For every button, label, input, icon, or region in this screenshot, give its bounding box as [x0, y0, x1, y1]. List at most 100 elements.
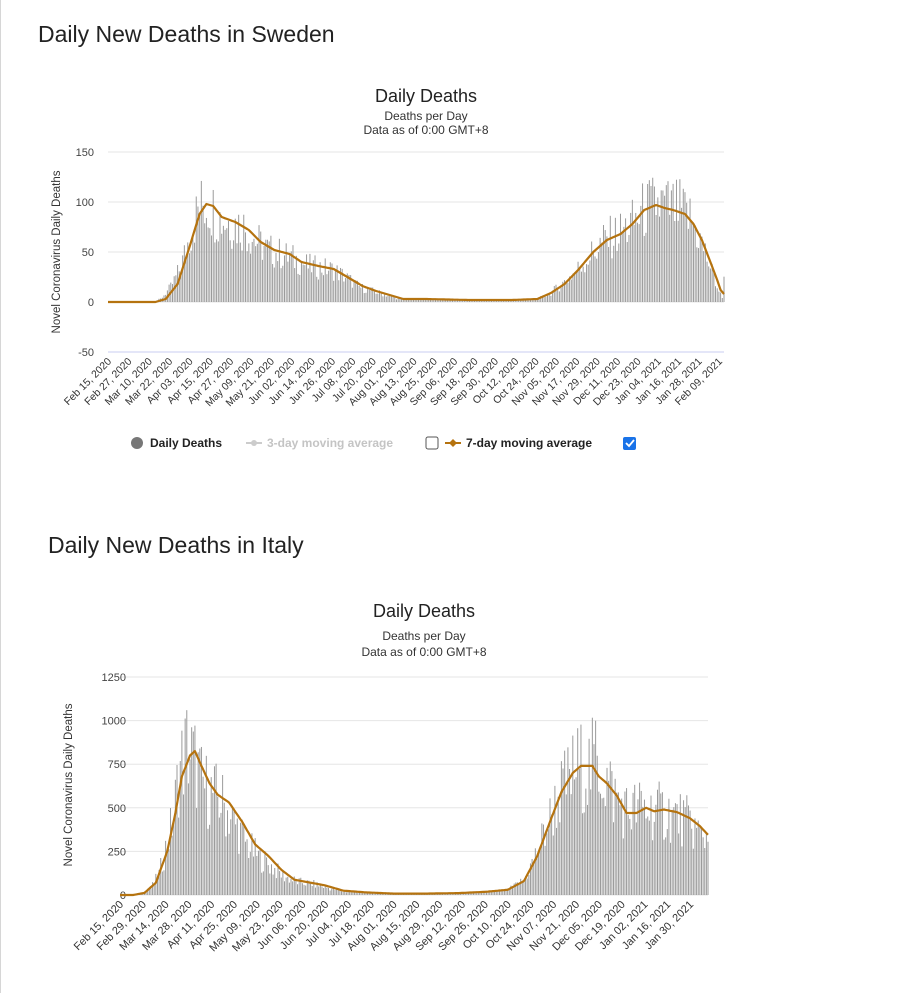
y-tick-label: 500	[108, 803, 126, 815]
daily-deaths-bar	[272, 264, 274, 302]
daily-deaths-bar	[213, 766, 215, 895]
daily-deaths-bar	[348, 275, 350, 302]
daily-deaths-bar	[274, 868, 276, 895]
daily-deaths-bar	[542, 824, 544, 895]
checkmark-icon	[625, 439, 635, 448]
daily-deaths-bar	[211, 235, 213, 302]
daily-deaths-bar	[647, 816, 649, 895]
chart-title: Daily Deaths	[375, 86, 477, 106]
daily-deaths-bar	[253, 238, 255, 302]
daily-deaths-bar	[360, 287, 362, 302]
daily-deaths-bar	[640, 205, 642, 302]
daily-deaths-bar	[183, 794, 185, 895]
daily-deaths-bar	[217, 241, 219, 302]
daily-deaths-bar	[642, 183, 644, 302]
daily-deaths-bar	[219, 212, 221, 302]
legend-daily-deaths-label: Daily Deaths	[150, 436, 222, 450]
daily-deaths-bar	[659, 216, 661, 302]
daily-deaths-bar	[184, 718, 186, 895]
daily-deaths-bar	[709, 268, 711, 302]
daily-deaths-bar	[531, 859, 533, 895]
daily-deaths-bar	[329, 262, 331, 302]
daily-deaths-bar	[365, 892, 367, 895]
daily-deaths-bar	[523, 879, 525, 895]
daily-deaths-bar	[665, 185, 667, 302]
legend-ma7-checkbox[interactable]	[623, 437, 636, 450]
daily-deaths-bar	[314, 255, 316, 302]
daily-deaths-bar	[306, 880, 308, 895]
daily-deaths-bar	[535, 298, 537, 302]
daily-deaths-bar	[643, 235, 645, 302]
daily-deaths-bar	[380, 893, 382, 895]
daily-deaths-bar	[681, 207, 683, 302]
daily-deaths-bar	[231, 248, 233, 302]
daily-deaths-bar	[523, 299, 525, 302]
daily-deaths-bar	[261, 259, 263, 302]
daily-deaths-bar	[332, 887, 334, 895]
daily-deaths-bar	[472, 300, 474, 302]
daily-deaths-bar	[338, 280, 340, 302]
daily-deaths-bar	[684, 807, 686, 895]
daily-deaths-bar	[323, 275, 325, 302]
daily-deaths-bar	[703, 251, 705, 302]
daily-deaths-bar	[285, 243, 287, 302]
daily-deaths-bar	[401, 298, 403, 302]
daily-deaths-bar	[601, 242, 603, 302]
daily-deaths-bar	[700, 827, 702, 895]
daily-deaths-bar	[200, 746, 202, 895]
daily-deaths-bar	[632, 792, 634, 895]
daily-deaths-bar	[664, 195, 666, 302]
daily-deaths-bar	[314, 887, 316, 895]
daily-deaths-bar	[518, 884, 520, 895]
daily-deaths-bar	[387, 295, 389, 302]
daily-deaths-bar	[459, 893, 461, 895]
daily-deaths-bar	[696, 247, 698, 302]
daily-deaths-bar	[611, 771, 613, 895]
legend-ma3-dot-icon	[251, 440, 257, 446]
daily-deaths-bar	[241, 250, 243, 302]
daily-deaths-bar	[385, 296, 387, 302]
daily-deaths-bar	[269, 873, 271, 895]
daily-deaths-bar	[289, 255, 291, 302]
daily-deaths-bar	[256, 243, 258, 302]
daily-deaths-bar	[321, 272, 323, 302]
daily-deaths-bar	[689, 810, 691, 895]
y-tick-label: 100	[76, 197, 94, 209]
daily-deaths-bar	[298, 878, 300, 895]
legend-ma3-checkbox[interactable]	[425, 436, 439, 450]
daily-deaths-bar	[370, 287, 372, 302]
daily-deaths-bar	[297, 884, 299, 895]
daily-deaths-bar	[589, 260, 591, 302]
daily-deaths-bar	[231, 806, 233, 895]
daily-deaths-bar	[368, 892, 370, 895]
daily-deaths-bar	[606, 236, 608, 302]
daily-deaths-bar	[185, 257, 187, 302]
daily-deaths-bar	[708, 266, 710, 302]
daily-deaths-bar	[624, 791, 626, 895]
daily-deaths-bar	[588, 738, 590, 895]
daily-deaths-bar	[575, 271, 577, 302]
daily-deaths-bar	[302, 264, 304, 302]
daily-deaths-bar	[287, 876, 289, 895]
daily-deaths-bar	[321, 886, 323, 895]
daily-deaths-bar	[573, 779, 575, 895]
daily-deaths-bar	[290, 878, 292, 895]
daily-deaths-bar	[520, 878, 522, 895]
daily-deaths-bar	[347, 891, 349, 895]
daily-deaths-bar	[570, 794, 572, 895]
daily-deaths-bar	[490, 891, 492, 895]
daily-deaths-bar	[311, 272, 313, 302]
y-tick-label: 1250	[102, 672, 126, 684]
daily-deaths-bar	[355, 892, 357, 895]
daily-deaths-bar	[471, 892, 473, 895]
daily-deaths-bar	[260, 231, 262, 302]
daily-deaths-bar	[590, 789, 592, 895]
y-tick-label: 1000	[102, 716, 126, 728]
daily-deaths-bar	[331, 888, 333, 895]
daily-deaths-bar	[155, 873, 157, 895]
daily-deaths-bar	[316, 276, 318, 302]
daily-deaths-bar	[343, 281, 345, 302]
daily-deaths-bar	[635, 212, 637, 302]
daily-deaths-bar	[461, 893, 463, 895]
daily-deaths-bar	[334, 889, 336, 895]
